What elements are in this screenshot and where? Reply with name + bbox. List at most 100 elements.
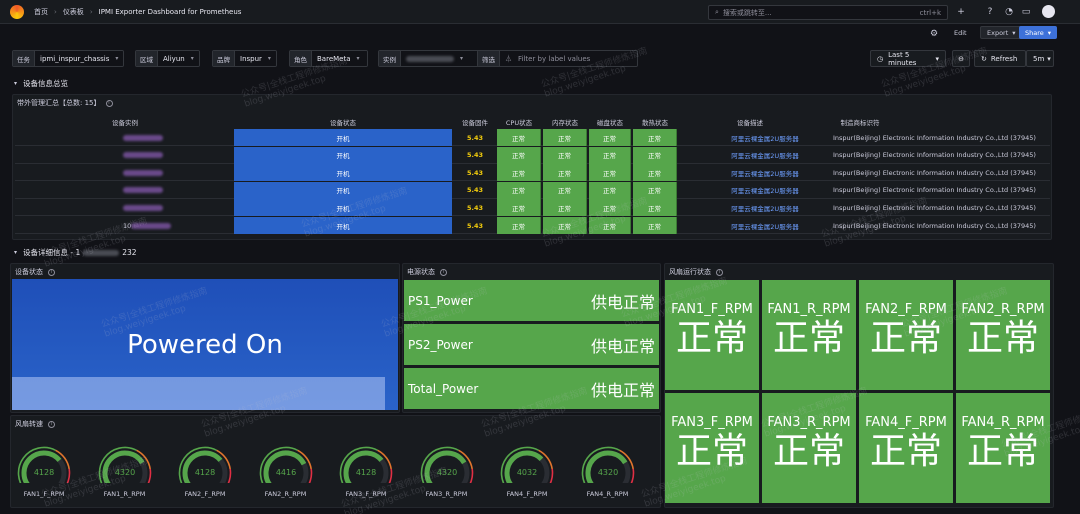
cell-mem: 正常: [543, 181, 587, 199]
column-header[interactable]: 设备固件: [462, 119, 488, 127]
gauge-value: 4128: [195, 468, 215, 477]
redacted-value: [123, 152, 163, 159]
cell-desc[interactable]: 阿里云裸金属2U服务器: [731, 204, 799, 213]
chevron-down-icon: ▾: [190, 55, 194, 62]
column-header[interactable]: CPU状态: [505, 119, 533, 127]
cell-desc[interactable]: 阿里云裸金属2U服务器: [731, 152, 799, 161]
zoom-out-button[interactable]: ⊖: [952, 50, 970, 67]
grafana-logo-icon[interactable]: [10, 4, 24, 19]
power-stat: Total_Power 供电正常: [404, 368, 659, 409]
fan-name: FAN2_R_RPM: [961, 302, 1045, 317]
column-header[interactable]: 制造商标识符: [840, 119, 880, 127]
fan-name: FAN2_F_RPM: [865, 302, 947, 317]
rss-icon[interactable]: ◔: [1005, 7, 1013, 17]
threshold-orange: [55, 449, 70, 470]
gauge-value: 4320: [436, 468, 456, 477]
info-icon[interactable]: i: [440, 268, 447, 276]
breadcrumb-separator-icon: ›: [89, 7, 93, 16]
column-header[interactable]: 设备描述: [737, 119, 763, 127]
cell-desc[interactable]: 阿里云裸金属2U服务器: [731, 169, 799, 178]
cell-mem: 正常: [543, 129, 587, 146]
cell-fw: 5.43: [466, 168, 484, 177]
cell-desc[interactable]: 阿里云裸金属2U服务器: [731, 222, 799, 231]
refresh-interval-select[interactable]: 5m ▾: [1026, 50, 1054, 67]
variable-filter[interactable]: 筛选 ⏃ Filter by label values: [477, 50, 638, 67]
table-row[interactable]: 开机 5.43 正常 正常 正常 正常 阿里云裸金属2U服务器 Inspur(BeiJing)…: [15, 129, 1050, 146]
help-icon[interactable]: ?: [987, 7, 993, 17]
threshold-green: [581, 446, 620, 483]
fan-speed-gauge: 4128: [339, 446, 393, 483]
table-row[interactable]: 开机 5.43 正常 正常 正常 正常 阿里云裸金属2U服务器 Inspur(BeiJing)…: [15, 146, 1050, 164]
table-row[interactable]: 开机 5.43 正常 正常 正常 正常 阿里云裸金属2U服务器 Inspur(BeiJing)…: [15, 164, 1050, 182]
row-detail-toggle[interactable]: ▾ 设备详细信息 - 1 232: [14, 247, 137, 258]
info-icon[interactable]: i: [716, 268, 723, 276]
threshold-orange: [457, 449, 473, 470]
chevron-down-icon: ▾: [1012, 28, 1016, 37]
cell-desc[interactable]: 阿里云裸金属2U服务器: [731, 134, 799, 143]
export-button[interactable]: Export ▾: [980, 26, 1023, 39]
fan-speed-gauge: 4320: [98, 446, 151, 483]
column-header[interactable]: 散热状态: [642, 119, 668, 127]
breadcrumb-home[interactable]: 首页: [34, 7, 48, 16]
column-header[interactable]: 磁盘状态: [597, 119, 623, 127]
variable-region[interactable]: 区域 Aliyun ▾: [135, 50, 200, 67]
threshold-green: [17, 446, 56, 483]
cell-fan: 正常: [633, 129, 677, 146]
gauge-fill: [21, 450, 62, 483]
variable-instance[interactable]: 实例 ▾: [378, 50, 482, 67]
threshold-orange: [538, 449, 553, 470]
breadcrumb-dashboards[interactable]: 仪表板: [62, 7, 84, 16]
share-button[interactable]: Share ▾: [1019, 26, 1058, 39]
cell-mem: 正常: [543, 146, 587, 164]
fan-name: FAN1_R_RPM: [767, 302, 851, 317]
cell-mfr: Inspur(BeiJing) Electronic Information I…: [833, 203, 1036, 212]
redacted-value: [83, 249, 120, 256]
fan-value: 正常: [966, 431, 1039, 472]
fan-stat: FAN2_F_RPM 正常: [859, 280, 953, 390]
zoom-out-icon: ⊖: [958, 54, 964, 63]
column-header[interactable]: 设备实例: [112, 119, 138, 127]
gauge-fill: [585, 450, 627, 483]
fan-value: 正常: [772, 431, 845, 472]
variable-label: 实例: [379, 51, 401, 66]
panel-title: 风扇运行状态 i: [669, 267, 723, 277]
plus-icon[interactable]: +: [957, 7, 965, 17]
chevron-down-icon: ▾: [1047, 28, 1052, 37]
row-overview-toggle[interactable]: ▾ 设备信息总览: [14, 78, 68, 89]
table-row[interactable]: 开机 5.43 正常 正常 正常 正常 阿里云裸金属2U服务器 Inspur(BeiJing)…: [15, 181, 1050, 199]
fan-speed-gauge: 4128: [178, 446, 232, 483]
variable-job[interactable]: 任务 ipmi_inspur_chassis ▾: [12, 50, 125, 67]
info-icon[interactable]: i: [105, 99, 113, 107]
cell-cpu: 正常: [497, 181, 541, 199]
avatar[interactable]: [1042, 5, 1055, 18]
fan-stat: FAN4_F_RPM 正常: [859, 393, 953, 503]
info-icon[interactable]: i: [48, 268, 55, 276]
cell-disk: 正常: [589, 217, 631, 234]
column-header[interactable]: 设备状态: [330, 119, 356, 127]
fan-speed-gauge: 4128: [17, 446, 71, 483]
variable-role[interactable]: 角色 BareMeta ▾: [289, 50, 368, 67]
table-row[interactable]: 10 开机 5.43 正常 正常 正常 正常 阿里云裸金属2U服务器 Inspur(BeiJin…: [15, 217, 1050, 234]
cell-desc[interactable]: 阿里云裸金属2U服务器: [731, 187, 799, 196]
threshold-green: [420, 446, 459, 483]
chevron-down-icon: ▾: [460, 55, 464, 62]
gauge-label: FAN4_F_RPM: [506, 490, 548, 498]
chevron-down-icon: ▾: [115, 55, 119, 62]
threshold-red: [630, 468, 634, 483]
shortcut-icon[interactable]: ▭: [1021, 7, 1031, 17]
settings-icon[interactable]: ⚙: [929, 29, 939, 39]
info-icon[interactable]: i: [48, 420, 55, 428]
gauge-fill: [424, 450, 466, 483]
interval-value: 5m: [1033, 54, 1045, 63]
search-input[interactable]: ⌕ 搜索或跳转至... ctrl+k: [708, 5, 948, 20]
table-row[interactable]: 开机 5.43 正常 正常 正常 正常 阿里云裸金属2U服务器 Inspur(BeiJing)…: [15, 199, 1050, 217]
gauge-fill: [343, 450, 384, 483]
refresh-button[interactable]: ↻ Refresh: [974, 50, 1026, 67]
time-range-picker[interactable]: ◷ Last 5 minutes ▾: [870, 50, 946, 67]
edit-button[interactable]: Edit: [954, 28, 967, 37]
variable-brand[interactable]: 品牌 Inspur ▾: [212, 50, 277, 67]
column-header[interactable]: 内存状态: [552, 119, 578, 127]
panel-title: 电源状态 i: [407, 267, 447, 277]
refresh-icon: ↻: [981, 54, 987, 63]
cell-cpu: 正常: [497, 164, 541, 182]
